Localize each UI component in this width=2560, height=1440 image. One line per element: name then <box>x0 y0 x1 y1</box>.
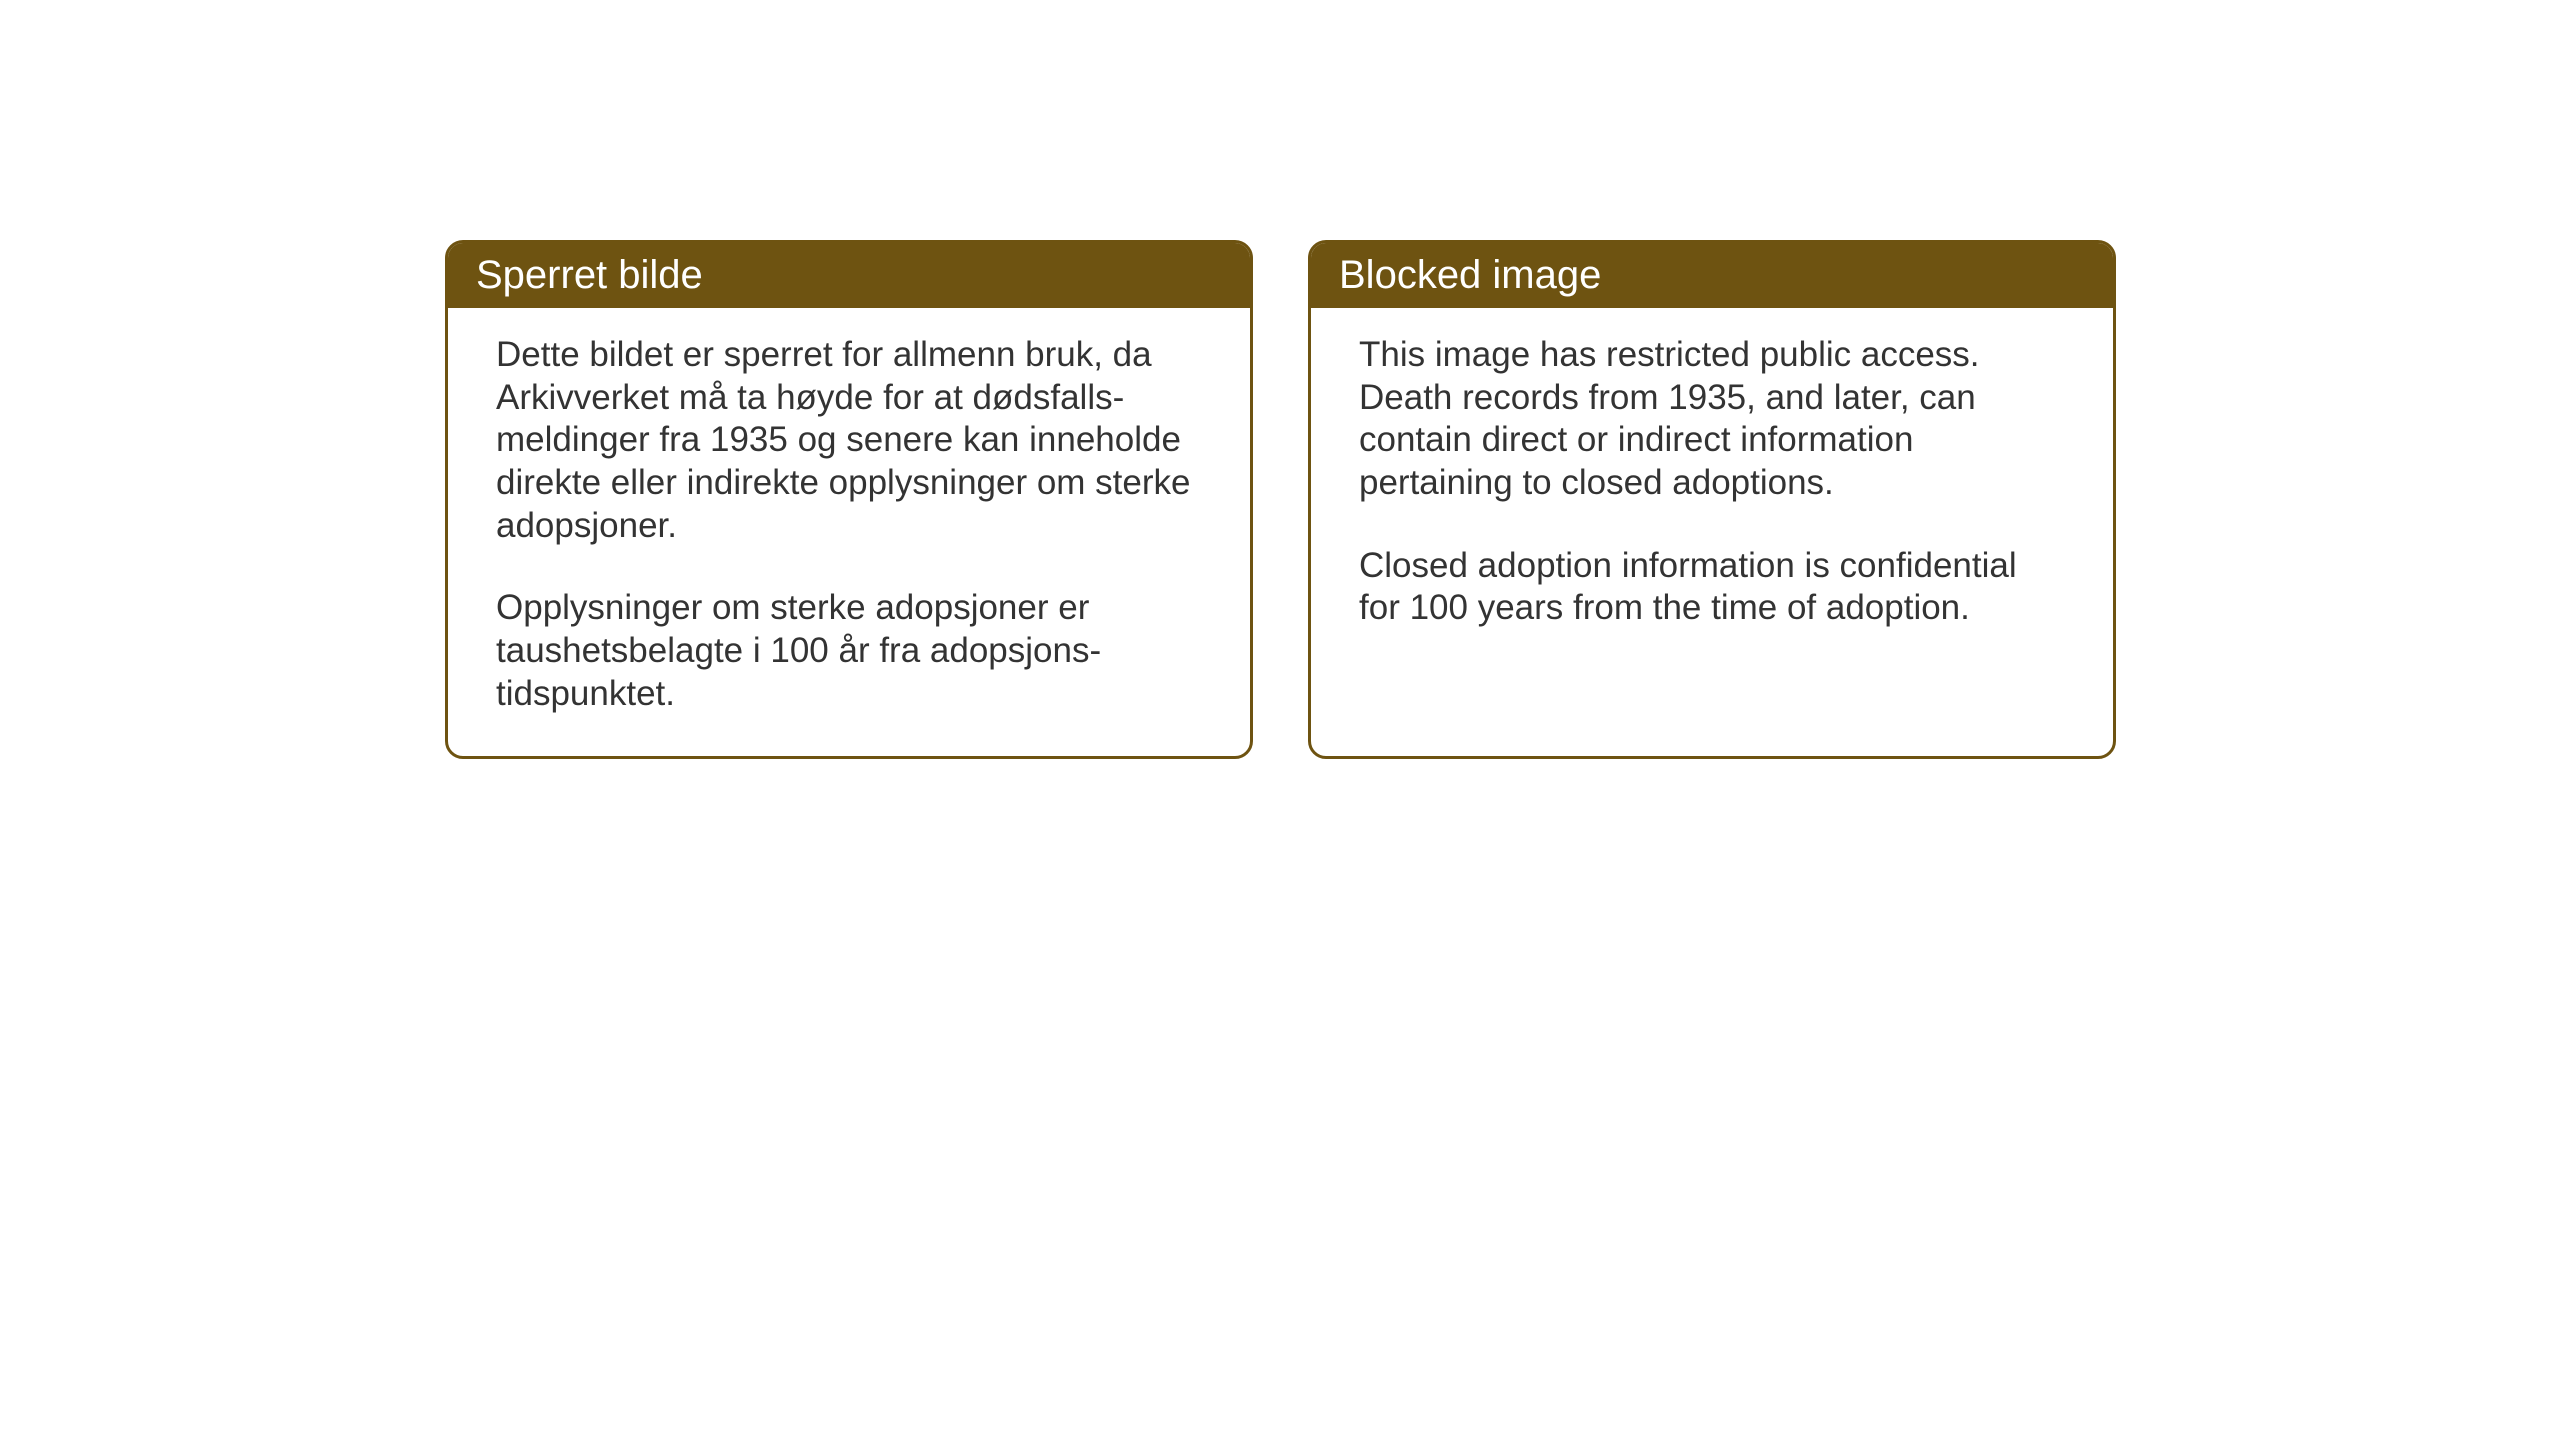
notice-title-english: Blocked image <box>1339 253 1601 297</box>
notice-paragraph-1-english: This image has restricted public access.… <box>1359 334 2065 505</box>
notice-title-norwegian: Sperret bilde <box>476 253 703 297</box>
notice-header-english: Blocked image <box>1311 243 2113 308</box>
notice-card-norwegian: Sperret bilde Dette bildet er sperret fo… <box>445 240 1253 759</box>
notice-paragraph-2-english: Closed adoption information is confident… <box>1359 545 2065 630</box>
notice-body-english: This image has restricted public access.… <box>1311 308 2113 728</box>
notice-paragraph-2-norwegian: Opplysninger om sterke adopsjoner er tau… <box>496 587 1202 715</box>
notice-header-norwegian: Sperret bilde <box>448 243 1250 308</box>
notice-container: Sperret bilde Dette bildet er sperret fo… <box>445 240 2116 759</box>
notice-paragraph-1-norwegian: Dette bildet er sperret for allmenn bruk… <box>496 334 1202 547</box>
notice-body-norwegian: Dette bildet er sperret for allmenn bruk… <box>448 308 1250 756</box>
notice-card-english: Blocked image This image has restricted … <box>1308 240 2116 759</box>
